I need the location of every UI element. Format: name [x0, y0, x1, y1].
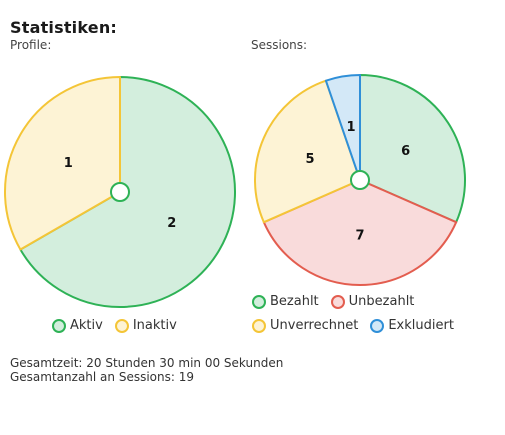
pie-slice-exkludiert [324, 74, 361, 181]
legend-swatch-icon [370, 318, 385, 333]
pie-center-hole [350, 170, 370, 190]
pie-label-inaktiv: 1 [64, 156, 73, 171]
pie-label-unbezahlt: 7 [355, 229, 364, 244]
pie-label-exkludiert: 1 [346, 120, 355, 135]
legend-item-exkludiert[interactable]: Exkludiert [370, 318, 454, 333]
legend-swatch-icon [114, 318, 129, 333]
legend-swatch-icon [252, 294, 266, 309]
legend-swatch-icon [252, 318, 266, 333]
legend-label: Aktiv [70, 318, 103, 333]
legend-swatch-icon [52, 318, 66, 333]
legend-label: Unverrechnet [270, 318, 359, 333]
legend-item-bezahlt[interactable]: Bezahlt [252, 294, 319, 309]
pie-label-bezahlt: 6 [401, 144, 410, 159]
sessions-chart-label: Sessions: [251, 38, 308, 52]
profiles-legend: Aktiv Inaktiv [52, 318, 189, 333]
profiles-pie-chart: 21 [4, 76, 236, 308]
pie-label-aktiv: 2 [167, 216, 176, 231]
sessions-legend-row-2: Unverrechnet Exkludiert [252, 318, 466, 333]
legend-label: Inaktiv [132, 318, 177, 333]
legend-label: Unbezahlt [348, 294, 415, 309]
legend-item-aktiv[interactable]: Aktiv [52, 318, 103, 333]
total-time: Gesamtzeit: 20 Stunden 30 min 00 Sekunde… [10, 356, 284, 370]
pie-slice-bezahlt [359, 74, 466, 224]
sessions-legend-row-1: Bezahlt Unbezahlt [252, 294, 426, 309]
legend-swatch-icon [330, 294, 345, 309]
pie-slice-unverrechnet [254, 79, 361, 224]
legend-label: Bezahlt [270, 294, 319, 309]
summary: Gesamtzeit: 20 Stunden 30 min 00 Sekunde… [10, 356, 283, 384]
pie-center-hole [110, 182, 130, 202]
legend-label: Exkludiert [388, 318, 454, 333]
profiles-chart-label: Profile: [10, 38, 52, 52]
sessions-pie-chart: 6 7 5 1 [254, 74, 466, 286]
page-title: Statistiken: [10, 18, 118, 37]
pie-label-unverrechnet: 5 [305, 152, 314, 167]
pie-slice-unbezahlt [262, 179, 458, 286]
legend-item-unbezahlt[interactable]: Unbezahlt [330, 294, 415, 309]
total-sessions: Gesamtanzahl an Sessions: 19 [10, 370, 194, 384]
pie-slice-inaktiv [4, 76, 121, 251]
legend-item-inaktiv[interactable]: Inaktiv [114, 318, 177, 333]
legend-item-unverrechnet[interactable]: Unverrechnet [252, 318, 358, 333]
